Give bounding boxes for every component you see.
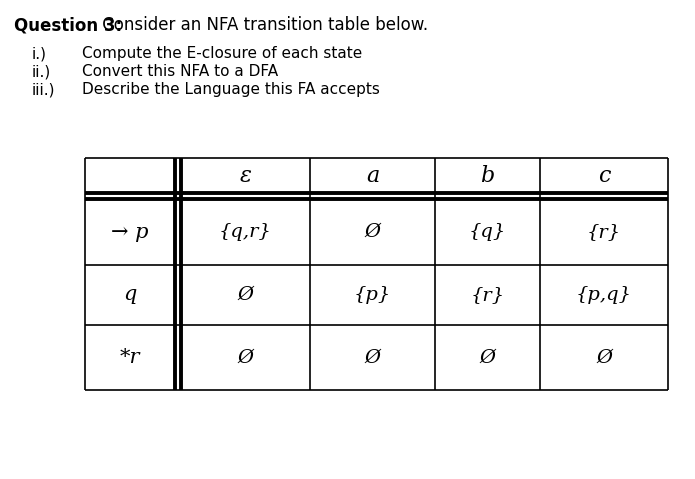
Text: Consider an NFA transition table below.: Consider an NFA transition table below. [97,16,428,34]
Text: Question 3:: Question 3: [14,16,122,34]
Text: Describe the Language this FA accepts: Describe the Language this FA accepts [82,82,380,97]
Text: {r}: {r} [587,223,621,241]
Text: {r}: {r} [471,286,505,304]
Text: {p,q}: {p,q} [576,286,632,304]
Text: a: a [366,164,379,186]
Text: Convert this NFA to a DFA: Convert this NFA to a DFA [82,64,278,79]
Text: i.): i.) [32,46,47,61]
Text: Compute the E-closure of each state: Compute the E-closure of each state [82,46,362,61]
Text: Ø: Ø [596,349,612,366]
Text: c: c [598,164,610,186]
Text: {q,r}: {q,r} [219,223,272,241]
Text: Ø: Ø [480,349,496,366]
Text: Ø: Ø [364,223,380,241]
Text: → p: → p [111,223,149,241]
Text: Ø: Ø [238,286,254,304]
Text: iii.): iii.) [32,82,56,97]
Text: *r: *r [120,348,140,367]
Text: Ø: Ø [238,349,254,366]
Text: q: q [123,285,137,305]
Text: {q}: {q} [469,223,506,241]
Text: {p}: {p} [354,286,391,304]
Text: ε: ε [240,164,252,186]
Text: b: b [480,164,495,186]
Text: ii.): ii.) [32,64,51,79]
Text: Ø: Ø [364,349,380,366]
